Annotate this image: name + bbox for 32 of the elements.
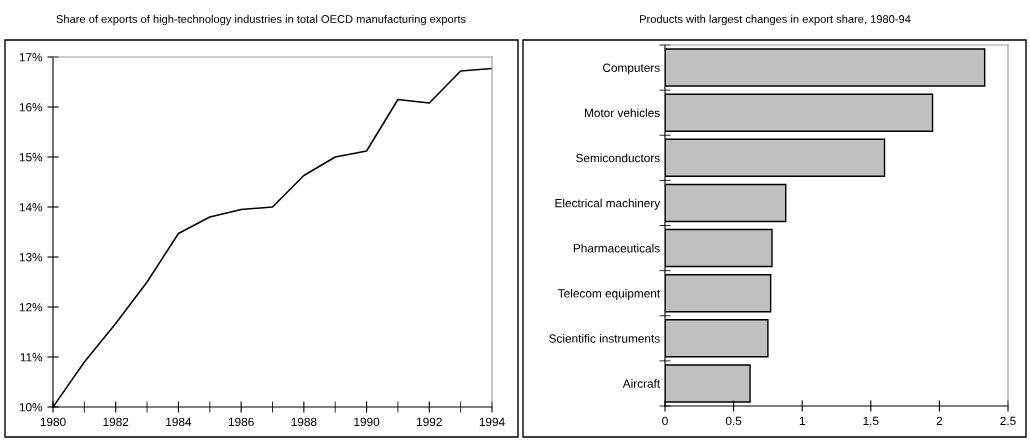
y-tick-label: 12% — [19, 303, 43, 312]
y-tick-label: Semiconductors — [576, 153, 660, 163]
y-tick-label: 15% — [19, 153, 43, 162]
y-tick-label: Telecom equipment — [558, 288, 661, 300]
y-tick-label: 10% — [19, 403, 43, 412]
y-tick-label: 13% — [19, 253, 43, 262]
y-tick-label: 17% — [19, 53, 43, 62]
x-tick-label: 1984 — [166, 417, 192, 427]
x-tick-label: 0 — [662, 416, 668, 426]
y-tick-label: Motor vehicles — [585, 108, 660, 118]
y-tick-label: 14% — [19, 203, 43, 212]
y-tick-label: Electrical machinery — [555, 198, 661, 210]
x-tick-label: 2.5 — [1000, 416, 1016, 426]
x-tick-label: 1986 — [228, 417, 254, 427]
x-tick-label: 1 — [799, 416, 805, 425]
x-tick-label: 1992 — [417, 417, 442, 427]
y-tick-label: 16% — [19, 103, 43, 112]
x-tick-label: 1990 — [354, 417, 380, 427]
chart-title: Products with largest changes in export share, 1980-94 — [640, 14, 911, 26]
y-tick-label: Pharmaceuticals — [573, 243, 660, 253]
x-tick-label: 1980 — [40, 417, 66, 427]
y-tick-label: Computers — [603, 63, 660, 75]
x-tick-label: 1988 — [291, 417, 317, 427]
y-tick-label: 11% — [20, 353, 43, 362]
y-tick-label: Aircraft — [622, 379, 661, 388]
x-tick-label: 0.5 — [725, 416, 742, 426]
x-tick-label: 1982 — [103, 417, 129, 427]
x-tick-label: 2 — [936, 416, 943, 425]
chart-title: Share of exports of high-technology industries in total OECD manufacturing exports — [56, 14, 466, 26]
x-tick-label: 1.5 — [863, 416, 879, 426]
x-tick-label: 1994 — [479, 417, 505, 427]
y-tick-label: Scientific instruments — [549, 334, 660, 343]
